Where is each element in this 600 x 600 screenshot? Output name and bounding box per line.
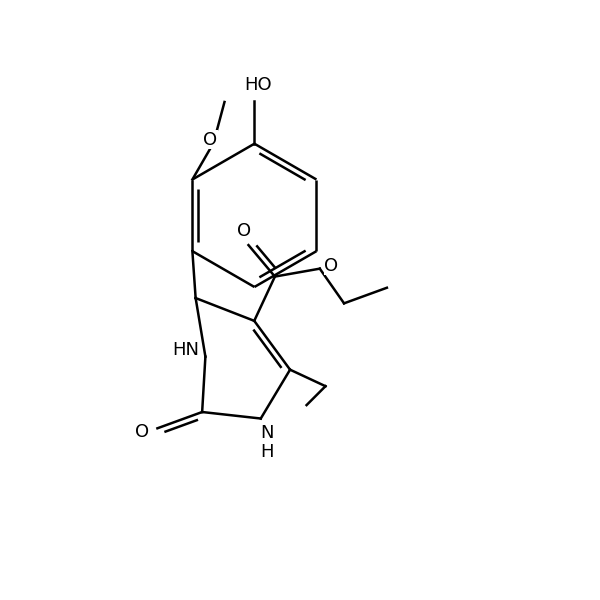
Text: HO: HO — [244, 76, 271, 94]
Text: O: O — [325, 257, 338, 275]
Text: O: O — [203, 131, 217, 149]
Text: O: O — [238, 222, 251, 240]
Text: O: O — [135, 423, 149, 441]
Text: HN: HN — [172, 341, 199, 359]
Text: H: H — [260, 443, 274, 461]
Text: N: N — [260, 424, 274, 442]
